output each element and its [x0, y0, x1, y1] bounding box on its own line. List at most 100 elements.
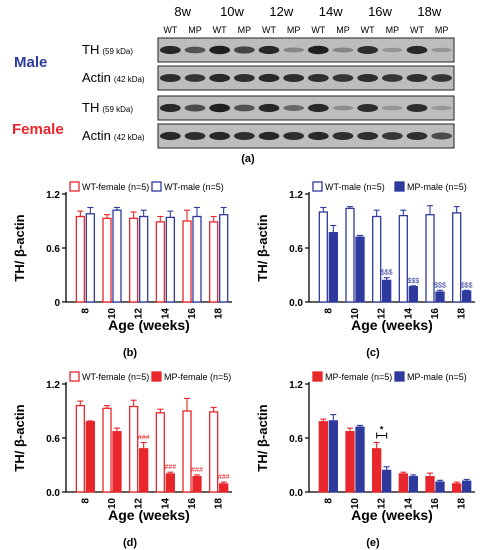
x-tick-label: 16 [430, 498, 441, 510]
blot-band [283, 132, 305, 140]
bar [182, 220, 192, 303]
blot-band [406, 74, 428, 82]
bar [382, 279, 392, 303]
age-label: 10w [220, 4, 244, 19]
bar [139, 448, 149, 493]
lane-label: WT [213, 25, 227, 35]
bar [165, 216, 175, 303]
bar [85, 213, 95, 303]
bar [155, 412, 165, 493]
x-tick-label: 14 [403, 308, 414, 320]
blot-band [233, 74, 255, 82]
blot-band [159, 103, 181, 113]
bar [462, 290, 472, 303]
protein-label: TH (59 kDa) [82, 42, 133, 57]
significance-mark: ### [164, 464, 176, 471]
y-tick-label: 0 [54, 298, 60, 309]
sex-label-male: Male [14, 54, 47, 71]
bar [425, 214, 435, 303]
blot-band [159, 131, 181, 141]
y-axis-label: TH/ β-actin [255, 214, 270, 281]
blot-band [307, 131, 329, 141]
bar [408, 286, 418, 303]
bar [318, 421, 328, 493]
bar [345, 431, 355, 493]
chart-panel-b: 0 0.6 1.2 TH/ β-actin 8 10 12 14 16 18 WT-female (… [12, 181, 232, 359]
y-tick-label: 0.6 [289, 244, 303, 255]
y-tick-label: 0.0 [289, 488, 303, 499]
blot-band [209, 103, 231, 113]
lane-label: MP [435, 25, 449, 35]
x-tick-label: 12 [134, 498, 145, 510]
y-tick-label: 0.6 [46, 244, 60, 255]
lane-label: MP [188, 25, 202, 35]
x-tick-label: 8 [80, 308, 91, 314]
x-tick-label: 10 [350, 498, 361, 510]
legend-label: MP-female (n=5) [325, 372, 392, 382]
x-tick-label: 8 [323, 498, 334, 504]
x-axis-label: Age (weeks) [351, 507, 433, 523]
y-tick-label: 1.2 [46, 380, 60, 391]
bar [139, 215, 149, 303]
bar [112, 209, 122, 303]
bar [209, 221, 219, 303]
legend-label: WT-male (n=5) [164, 182, 224, 192]
blot-strip [157, 37, 455, 63]
blot-band [332, 74, 354, 82]
bar [85, 421, 95, 493]
protein-name: Actin [82, 70, 111, 85]
age-label: 14w [319, 4, 343, 19]
x-tick-label: 18 [214, 308, 225, 320]
panel-caption-a: (a) [241, 153, 255, 165]
x-tick-label: 8 [323, 308, 334, 314]
blot-band [406, 132, 428, 140]
y-axis-label: TH/ β-actin [12, 214, 27, 281]
legend-swatch [394, 371, 405, 382]
x-axis-label: Age (weeks) [351, 317, 433, 333]
blot-band [431, 132, 453, 140]
x-tick-label: 14 [403, 498, 414, 510]
bar [382, 469, 392, 493]
blot-band [332, 105, 354, 111]
blot-band [209, 73, 231, 83]
panel-caption: (b) [123, 347, 137, 359]
protein-label: Actin (42 kDa) [82, 70, 145, 85]
age-label: 16w [368, 4, 392, 19]
blot-band [406, 104, 428, 112]
blot-band [381, 74, 403, 82]
bar [398, 473, 408, 493]
protein-kda: (42 kDa) [114, 133, 145, 142]
blot-band [431, 47, 453, 53]
x-tick-label: 18 [457, 498, 468, 510]
blot-band [381, 47, 403, 53]
y-tick-label: 0.0 [46, 488, 60, 499]
x-tick-label: 18 [214, 498, 225, 510]
blot-band [307, 103, 329, 113]
y-tick-label: 1.2 [289, 190, 303, 201]
legend-label: WT-female (n=5) [82, 182, 149, 192]
bar [425, 476, 435, 493]
blot-band [283, 47, 305, 53]
protein-kda: (59 kDa) [102, 47, 133, 56]
significance-mark: $$$ [407, 278, 419, 285]
y-tick-label: 0.6 [46, 434, 60, 445]
x-axis-label: Age (weeks) [108, 317, 190, 333]
x-tick-label: 12 [377, 498, 388, 510]
bar [345, 207, 355, 303]
blot-strip [157, 65, 455, 91]
legend-swatch [312, 371, 323, 382]
bar [75, 404, 85, 493]
chart-panel-e: 0.0 0.6 1.2 TH/ β-actin 8 10 12 14 16 18 * MP-femal… [255, 371, 475, 549]
y-tick-label: 1.2 [289, 380, 303, 391]
blot-band [209, 131, 231, 141]
bar [75, 215, 85, 303]
chart-panel-c: 0.0 0.6 1.2 TH/ β-actin 8 10 $$$ 12 $$$ 14 $$$ 16 $$… [255, 181, 475, 359]
blot-band [233, 132, 255, 140]
bar [112, 431, 122, 493]
bar [435, 481, 445, 493]
bar [155, 221, 165, 303]
significance-mark: ### [218, 474, 230, 481]
blot-band [381, 105, 403, 111]
bar [435, 291, 445, 303]
blot-band [258, 131, 280, 141]
